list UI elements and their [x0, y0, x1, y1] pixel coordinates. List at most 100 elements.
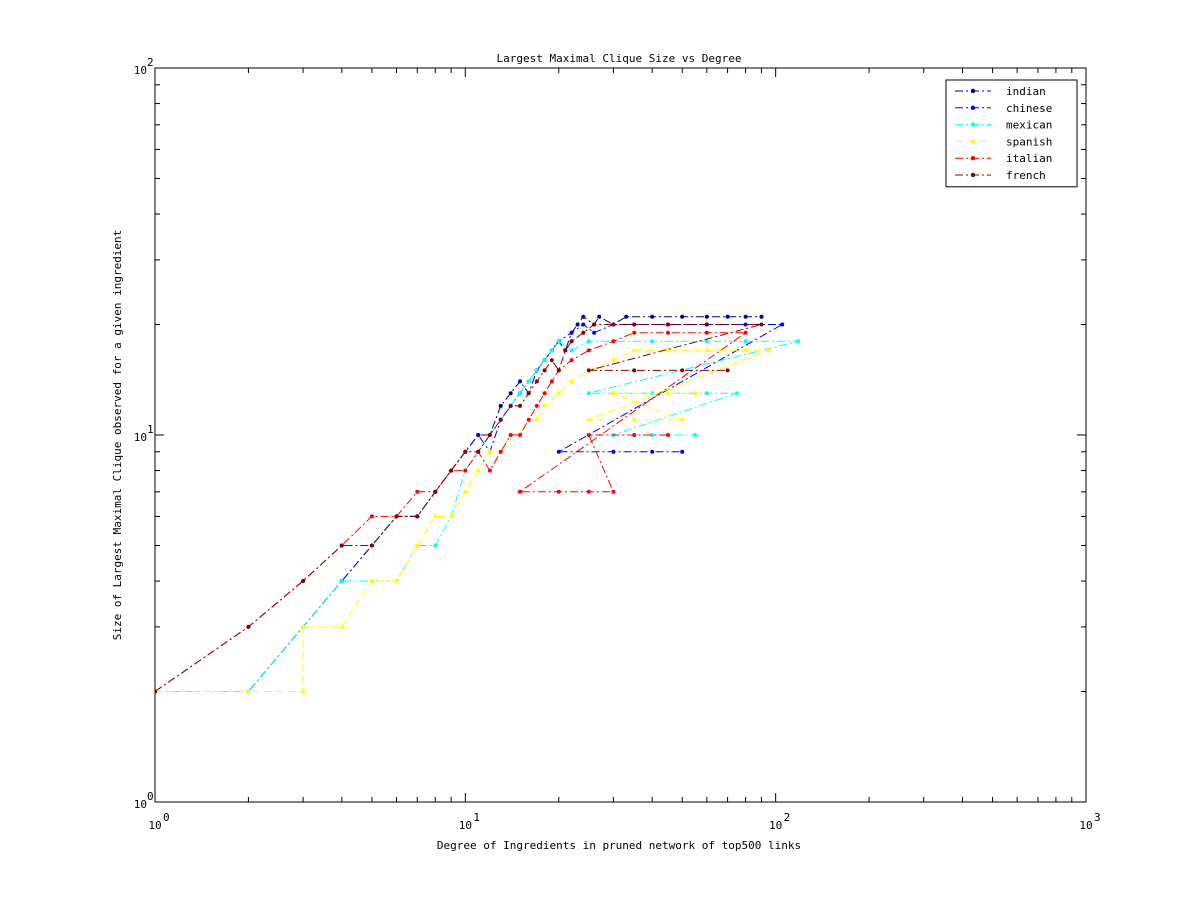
data-point-italian	[487, 468, 492, 473]
data-point-mexican	[526, 379, 531, 384]
y-tick-label-exponent: 1	[147, 423, 154, 436]
series-italian	[155, 330, 748, 694]
data-point-italian	[632, 330, 637, 335]
y-tick-label-exponent: 0	[147, 790, 154, 803]
data-point-italian	[666, 433, 670, 437]
data-point-spanish	[666, 391, 670, 396]
data-point-italian	[526, 417, 531, 422]
data-point-french	[526, 391, 531, 396]
data-point-spanish	[680, 417, 685, 422]
data-point-french	[246, 624, 251, 629]
data-point-spanish	[611, 358, 616, 363]
data-point-chinese	[780, 322, 785, 327]
data-point-french	[549, 358, 554, 363]
data-point-spanish	[569, 379, 574, 384]
data-point-spanish	[534, 417, 539, 422]
legend-marker-indian	[970, 88, 976, 94]
legend-label-italian: italian	[1006, 152, 1052, 165]
data-point-french	[569, 339, 574, 344]
data-point-italian	[463, 468, 468, 473]
data-point-spanish	[301, 689, 306, 694]
y-tick-label-base: 10	[134, 431, 147, 444]
series-line-spanish	[155, 349, 769, 692]
data-point-mexican	[569, 348, 574, 353]
data-point-spanish	[542, 403, 547, 408]
legend-marker-mexican	[970, 122, 976, 127]
data-point-spanish	[611, 391, 616, 396]
data-point-french	[666, 322, 670, 327]
data-point-spanish	[743, 348, 748, 353]
legend-marker-french	[970, 172, 976, 178]
data-point-italian	[415, 489, 420, 494]
data-point-french	[759, 322, 764, 327]
data-point-italian	[586, 433, 591, 437]
data-point-spanish	[394, 579, 399, 583]
data-point-french	[725, 368, 730, 373]
legend-box	[945, 79, 1078, 188]
data-point-spanish	[433, 514, 438, 519]
data-point-spanish	[301, 624, 306, 629]
y-axis-label: Size of Largest Maximal Clique observed …	[111, 230, 124, 641]
data-point-chinese	[650, 449, 655, 454]
data-point-italian	[518, 489, 522, 494]
data-point-italian	[586, 489, 591, 494]
data-point-italian	[611, 339, 616, 344]
data-point-italian	[542, 391, 547, 396]
data-point-indian	[650, 314, 655, 319]
legend-label-indian: indian	[1006, 85, 1046, 98]
data-point-mexican	[534, 368, 539, 373]
data-point-italian	[569, 358, 574, 363]
data-point-indian	[575, 322, 580, 327]
data-point-indian	[624, 314, 629, 319]
data-point-french	[563, 348, 568, 353]
x-tick-label-exponent: 0	[163, 811, 170, 824]
data-point-french	[498, 417, 503, 422]
data-point-italian	[704, 330, 709, 335]
data-point-french	[476, 449, 481, 454]
data-point-french	[369, 543, 374, 548]
data-point-french	[632, 368, 637, 373]
data-point-french	[556, 368, 561, 373]
data-point-indian	[508, 391, 513, 396]
data-point-spanish	[487, 449, 492, 454]
data-point-spanish	[693, 391, 698, 396]
data-point-french	[301, 579, 306, 583]
x-tick-label-base: 10	[148, 819, 161, 832]
series-layer	[155, 314, 800, 694]
data-point-mexican	[586, 339, 591, 344]
data-point-french	[449, 468, 454, 473]
data-point-italian	[586, 348, 591, 353]
data-point-spanish	[766, 348, 771, 353]
data-point-italian	[666, 330, 670, 335]
legend-label-mexican: mexican	[1006, 119, 1052, 132]
x-axis-label: Degree of Ingredients in pruned network …	[437, 839, 801, 852]
data-point-spanish	[463, 489, 468, 494]
data-point-spanish	[632, 417, 637, 422]
data-point-french	[433, 489, 438, 494]
data-point-spanish	[369, 579, 374, 583]
data-point-spanish	[339, 624, 344, 629]
data-point-mexican	[586, 391, 591, 396]
data-point-mexican	[704, 339, 709, 344]
data-point-french	[611, 322, 616, 327]
data-point-indian	[518, 379, 522, 384]
x-tick-label-exponent: 2	[784, 811, 791, 824]
data-point-chinese	[592, 330, 597, 335]
data-point-italian	[611, 489, 616, 494]
data-point-mexican	[693, 433, 698, 437]
data-point-spanish	[632, 348, 637, 353]
data-point-french	[632, 322, 637, 327]
series-line-mexican	[155, 340, 799, 692]
tick-marks	[154, 67, 1087, 803]
data-point-chinese	[556, 449, 561, 454]
series-french	[155, 322, 764, 694]
y-tick-label-exponent: 2	[147, 56, 154, 69]
x-tick-label-base: 10	[1079, 819, 1092, 832]
data-point-mexican	[704, 391, 709, 396]
data-point-indian	[759, 314, 764, 319]
data-point-french	[586, 368, 591, 373]
data-point-italian	[556, 489, 561, 494]
